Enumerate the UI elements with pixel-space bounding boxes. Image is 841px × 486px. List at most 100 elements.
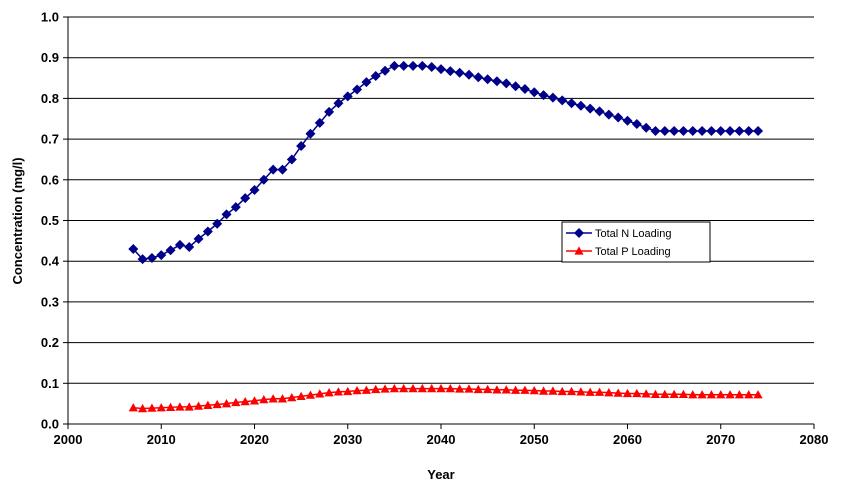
data-point xyxy=(715,125,726,136)
data-point xyxy=(716,390,726,399)
axes xyxy=(63,16,815,429)
data-point xyxy=(371,384,381,394)
data-point xyxy=(156,403,166,412)
data-point xyxy=(557,95,568,106)
x-tick-label: 2050 xyxy=(520,432,549,447)
data-point xyxy=(212,399,222,409)
data-point xyxy=(408,60,419,71)
x-tick-label: 2070 xyxy=(706,432,735,447)
data-point xyxy=(659,125,670,136)
data-point xyxy=(342,91,353,102)
data-point xyxy=(511,385,521,394)
gridlines xyxy=(68,16,814,384)
data-point xyxy=(380,384,390,393)
legend-marker xyxy=(574,246,584,255)
data-point xyxy=(445,383,455,393)
data-point xyxy=(128,403,138,412)
data-point xyxy=(613,388,623,397)
data-point xyxy=(697,125,708,136)
data-point xyxy=(436,383,446,393)
data-point xyxy=(361,77,372,88)
data-point xyxy=(744,390,754,399)
data-point xyxy=(389,60,400,71)
legend-label: Total N Loading xyxy=(595,228,671,240)
data-point xyxy=(575,100,586,111)
data-point xyxy=(706,390,717,399)
data-point xyxy=(175,402,185,411)
data-point xyxy=(594,106,605,117)
data-point xyxy=(538,386,549,395)
data-point xyxy=(641,122,652,133)
data-point xyxy=(230,202,241,213)
data-point xyxy=(314,117,325,128)
data-point xyxy=(622,115,633,126)
y-axis-title: Concentration (mg/l) xyxy=(10,157,25,284)
data-point xyxy=(483,384,493,394)
data-point xyxy=(184,402,194,411)
data-point xyxy=(454,67,465,78)
y-tick-label: 0.6 xyxy=(41,172,59,187)
data-point xyxy=(352,386,362,395)
data-point xyxy=(436,64,446,75)
data-point xyxy=(725,390,735,399)
data-point xyxy=(138,403,148,413)
data-point xyxy=(622,388,633,398)
data-point xyxy=(352,84,363,95)
data-point xyxy=(202,226,213,237)
data-point xyxy=(669,125,680,136)
data-point xyxy=(184,241,195,252)
data-point xyxy=(734,125,745,136)
series-total-p-loading xyxy=(128,383,763,413)
data-point xyxy=(258,174,269,185)
y-tick-label: 0.0 xyxy=(41,417,59,432)
data-point xyxy=(613,112,624,123)
data-point xyxy=(734,390,744,399)
data-point xyxy=(333,387,344,396)
data-point xyxy=(473,384,483,394)
data-point xyxy=(455,384,465,393)
data-point xyxy=(259,394,269,404)
data-point xyxy=(492,385,502,394)
data-point xyxy=(147,403,157,412)
data-point xyxy=(538,90,549,101)
data-point xyxy=(603,109,614,120)
data-point xyxy=(165,245,176,256)
y-tick-label: 1.0 xyxy=(41,10,59,25)
data-point xyxy=(146,252,157,263)
legend-item-total-p-loading: Total P Loading xyxy=(566,246,671,258)
data-point xyxy=(296,391,306,401)
data-point xyxy=(566,386,577,396)
legend-item-total-n-loading: Total N Loading xyxy=(566,228,671,240)
data-point xyxy=(491,76,502,87)
data-point xyxy=(631,119,642,130)
data-point xyxy=(473,72,484,83)
data-point xyxy=(370,71,381,82)
data-point xyxy=(576,387,586,396)
data-point xyxy=(174,239,185,250)
data-point xyxy=(408,383,418,393)
series-layer xyxy=(128,60,764,413)
data-point xyxy=(203,400,213,409)
data-point xyxy=(277,164,288,175)
y-tick-label: 0.3 xyxy=(41,294,59,309)
data-point xyxy=(678,389,689,398)
data-point xyxy=(650,389,661,398)
data-point xyxy=(268,164,279,175)
data-point xyxy=(277,394,288,403)
data-point xyxy=(426,62,437,73)
data-point xyxy=(585,103,596,114)
data-point xyxy=(249,184,260,195)
y-tick-label: 0.9 xyxy=(41,50,59,65)
x-tick-labels: 2000 2010 2020 2030 2040 2050 2060 2070 2080 xyxy=(54,432,829,447)
data-point xyxy=(380,65,391,76)
data-point xyxy=(324,106,335,117)
data-point xyxy=(268,394,278,403)
legend: Total N Loading Total P Loading xyxy=(561,221,711,263)
data-point xyxy=(743,125,754,136)
data-point xyxy=(725,125,736,136)
data-point xyxy=(464,384,474,393)
data-point xyxy=(632,388,642,398)
data-point xyxy=(510,81,521,92)
legend-box xyxy=(561,221,711,263)
